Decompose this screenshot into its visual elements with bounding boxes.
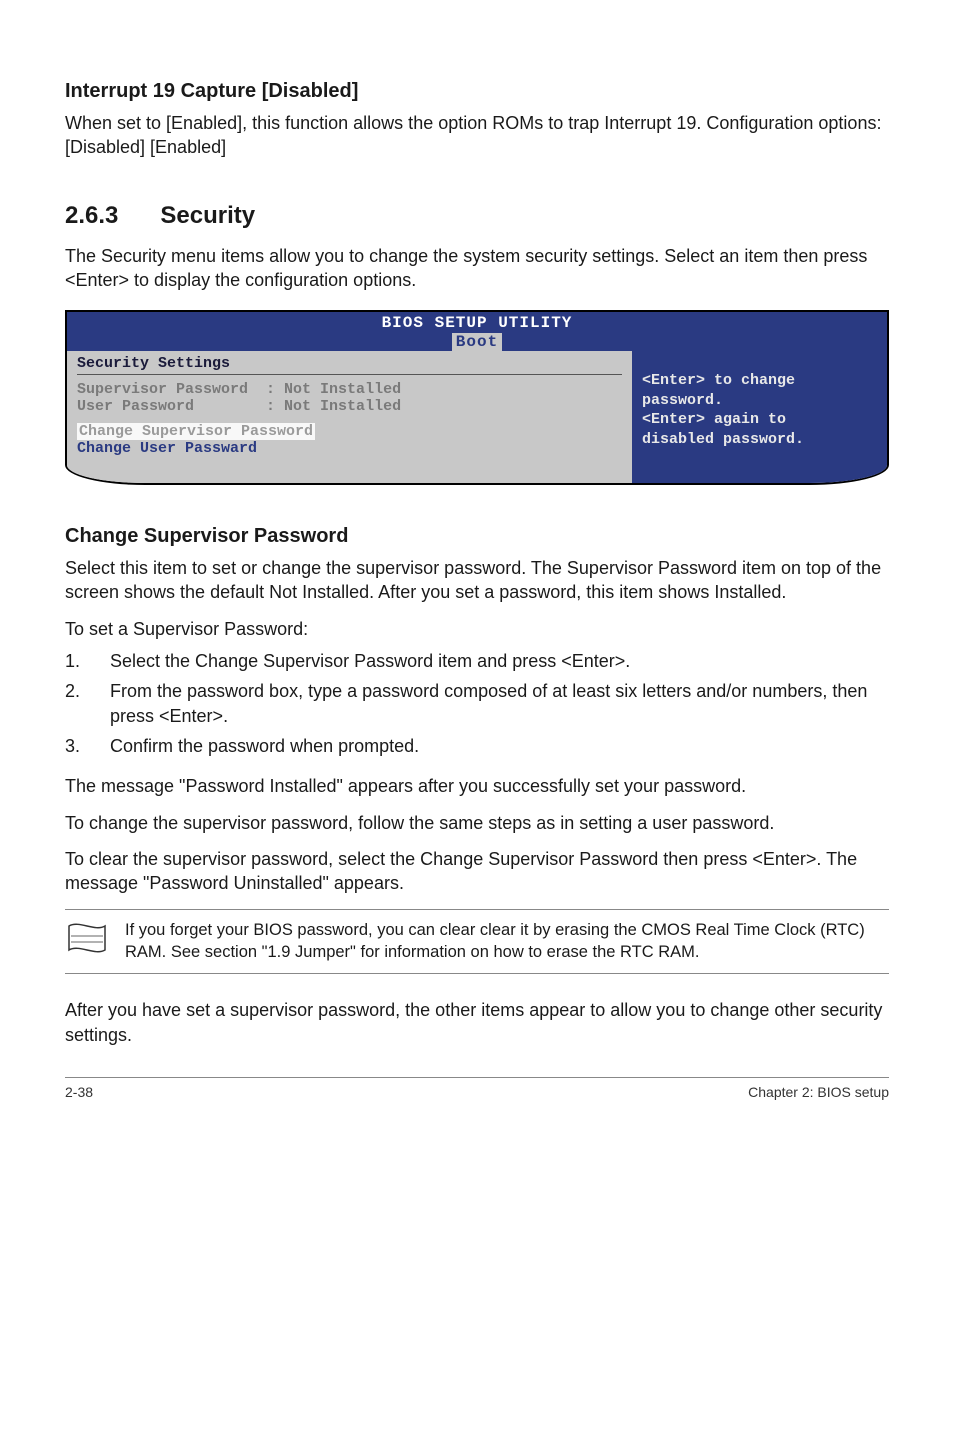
bios-help-line: <Enter> to change [642, 371, 877, 391]
bios-body: Security Settings Supervisor Password : … [67, 351, 887, 483]
note-callout: If you forget your BIOS password, you ca… [65, 909, 889, 974]
bios-panel-heading: Security Settings [77, 355, 622, 375]
section-title: Security [160, 202, 255, 230]
bios-help-panel: <Enter> to change password. <Enter> agai… [632, 351, 887, 483]
footer-page-number: 2-38 [65, 1084, 93, 1100]
change-pw-p1: Select this item to set or change the su… [65, 556, 889, 605]
step-text: From the password box, type a password c… [110, 679, 889, 728]
footer-chapter: Chapter 2: BIOS setup [748, 1084, 889, 1100]
step-text: Select the Change Supervisor Password it… [110, 649, 630, 673]
list-item: 1. Select the Change Supervisor Password… [65, 649, 889, 673]
step-text: Confirm the password when prompted. [110, 734, 419, 758]
bios-left-panel: Security Settings Supervisor Password : … [67, 351, 632, 483]
section-number: 2.6.3 [65, 202, 118, 230]
bios-screenshot: BIOS SETUP UTILITY Boot Security Setting… [65, 310, 889, 485]
bios-tab-boot: Boot [452, 333, 502, 351]
bios-title-bar: BIOS SETUP UTILITY Boot [67, 312, 887, 351]
change-pw-p5: To clear the supervisor password, select… [65, 847, 889, 896]
after-note-text: After you have set a supervisor password… [65, 998, 889, 1047]
bios-help-line: disabled password. [642, 430, 877, 450]
bios-help-line: <Enter> again to [642, 410, 877, 430]
note-icon [65, 920, 125, 963]
change-pw-p4: To change the supervisor password, follo… [65, 811, 889, 835]
list-item: 2. From the password box, type a passwor… [65, 679, 889, 728]
page: Interrupt 19 Capture [Disabled] When set… [0, 0, 954, 1130]
section-intro: The Security menu items allow you to cha… [65, 244, 889, 293]
list-number: 1. [65, 649, 110, 673]
steps-list: 1. Select the Change Supervisor Password… [65, 649, 889, 758]
change-pw-p2: To set a Supervisor Password: [65, 617, 889, 641]
bios-row-change-supervisor: Change Supervisor Password [77, 423, 622, 440]
change-pw-heading: Change Supervisor Password [65, 525, 889, 548]
section-header: 2.6.3 Security [65, 202, 889, 230]
bios-row-change-user: Change User Passward [77, 440, 622, 457]
bios-title: BIOS SETUP UTILITY [382, 314, 573, 332]
list-number: 3. [65, 734, 110, 758]
note-text: If you forget your BIOS password, you ca… [125, 920, 889, 963]
list-item: 3. Confirm the password when prompted. [65, 734, 889, 758]
bios-row-user: User Password : Not Installed [77, 398, 622, 415]
page-footer: 2-38 Chapter 2: BIOS setup [65, 1077, 889, 1100]
list-number: 2. [65, 679, 110, 728]
interrupt-body: When set to [Enabled], this function all… [65, 111, 889, 160]
bios-row-supervisor: Supervisor Password : Not Installed [77, 381, 622, 398]
bios-help-line: password. [642, 391, 877, 411]
change-pw-p3: The message "Password Installed" appears… [65, 774, 889, 798]
interrupt-heading: Interrupt 19 Capture [Disabled] [65, 80, 889, 103]
